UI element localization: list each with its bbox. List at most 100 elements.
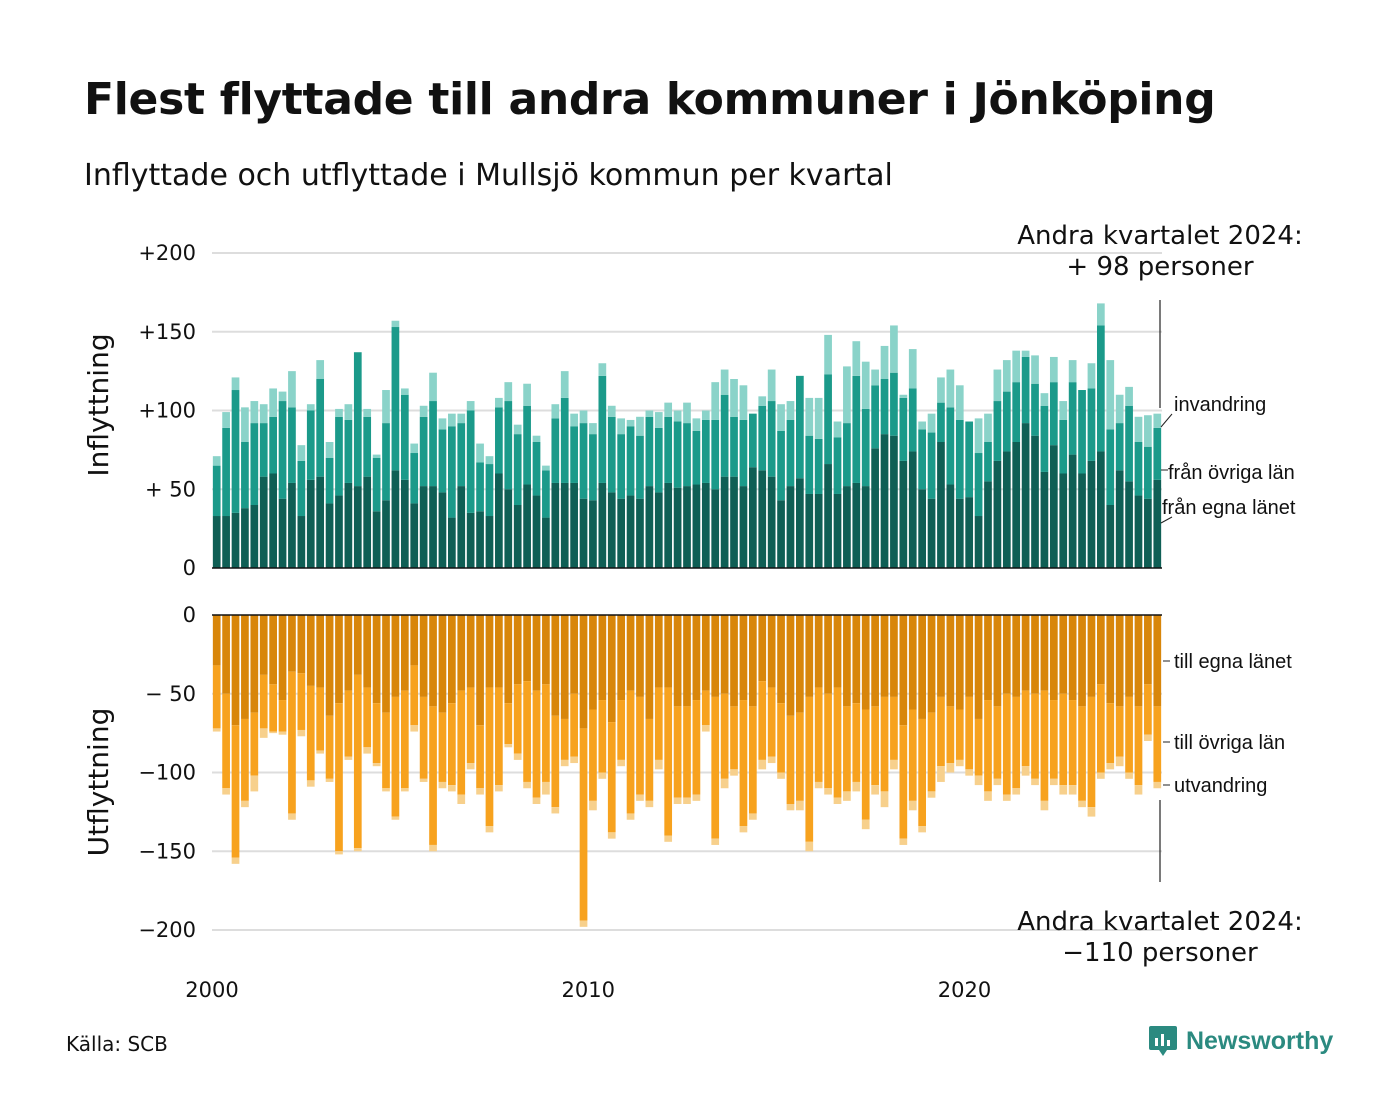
bar-out-2: [626, 813, 635, 820]
bar-in-0: [1125, 481, 1133, 569]
x-tick-label: 2010: [562, 978, 615, 1002]
bar-out-2: [400, 788, 409, 792]
bar-in-1: [325, 457, 334, 504]
bar-in-2: [654, 412, 663, 428]
bar-out-0: [269, 615, 277, 685]
bar-in-1: [513, 434, 522, 506]
bar-in-2: [701, 410, 710, 420]
bar-in-0: [269, 473, 277, 568]
bars-utflyttning: [212, 615, 1162, 927]
bar-out-2: [476, 788, 484, 795]
bar-out-2: [297, 729, 306, 737]
bar-in-0: [278, 498, 287, 568]
bar-in-1: [598, 375, 607, 483]
bar-out-0: [955, 615, 964, 710]
bar-out-1: [513, 684, 522, 754]
bar-in-1: [890, 372, 898, 436]
bar-out-2: [410, 725, 419, 732]
bar-out-1: [570, 693, 578, 757]
bar-out-0: [495, 615, 503, 688]
bar-in-0: [504, 489, 513, 568]
bar-out-2: [711, 838, 720, 845]
bar-in-0: [419, 486, 428, 568]
bar-out-2: [1106, 763, 1115, 770]
bar-out-0: [843, 615, 851, 707]
bar-in-2: [720, 369, 729, 395]
bar-out-0: [692, 615, 701, 701]
bar-out-2: [1068, 785, 1077, 795]
bar-in-2: [579, 410, 588, 424]
bar-in-0: [918, 489, 926, 568]
bar-in-2: [325, 442, 334, 458]
bar-out-0: [654, 615, 663, 688]
bar-in-0: [335, 495, 343, 568]
bar-in-1: [212, 465, 221, 517]
bar-out-2: [701, 725, 710, 732]
bar-in-2: [241, 407, 249, 442]
bar-out-0: [570, 615, 578, 694]
bar-out-0: [1115, 615, 1124, 707]
bar-out-2: [965, 769, 974, 776]
bar-out-1: [1002, 693, 1011, 795]
y-tick-label: −150: [138, 839, 196, 863]
bar-in-2: [523, 383, 531, 406]
bar-in-0: [495, 473, 503, 568]
bar-in-2: [1068, 360, 1077, 383]
bar-in-0: [1002, 451, 1011, 568]
bar-in-1: [871, 385, 879, 449]
bar-out-2: [288, 813, 296, 820]
bar-out-0: [429, 615, 437, 707]
bar-out-1: [767, 687, 776, 757]
bar-in-1: [382, 423, 390, 501]
bar-in-2: [457, 413, 466, 424]
bar-in-0: [589, 500, 597, 568]
bar-out-1: [532, 690, 541, 798]
bar-in-1: [476, 462, 484, 512]
bar-in-2: [560, 371, 569, 398]
bar-out-1: [843, 706, 851, 792]
bar-out-0: [777, 615, 785, 704]
bar-in-1: [495, 407, 503, 474]
bar-out-0: [1002, 615, 1011, 694]
bar-out-1: [824, 693, 832, 789]
bar-out-1: [984, 700, 992, 792]
bar-out-2: [1078, 800, 1086, 808]
bar-in-0: [438, 492, 447, 568]
bar-out-1: [438, 712, 447, 782]
bar-out-1: [259, 674, 268, 729]
bar-out-1: [297, 673, 306, 730]
bar-in-2: [589, 423, 597, 435]
bar-out-0: [419, 615, 428, 697]
bar-in-1: [880, 379, 889, 435]
bar-out-2: [344, 756, 353, 760]
bar-out-1: [1031, 693, 1039, 779]
bar-out-2: [636, 794, 644, 801]
bar-in-0: [532, 495, 541, 568]
bar-out-0: [532, 615, 541, 691]
bar-out-1: [382, 712, 390, 789]
bar-in-0: [231, 512, 240, 569]
bar-out-2: [485, 826, 494, 833]
bar-out-2: [927, 791, 936, 798]
bar-out-2: [664, 835, 673, 842]
bar-in-1: [617, 434, 626, 499]
bar-out-2: [1087, 807, 1096, 817]
bar-out-2: [833, 797, 842, 804]
bar-in-2: [570, 413, 578, 427]
bar-out-1: [1087, 696, 1096, 808]
bar-out-0: [589, 615, 597, 710]
bar-out-1: [617, 700, 626, 760]
bar-in-1: [805, 435, 814, 494]
bar-in-1: [306, 410, 315, 480]
bar-out-1: [701, 690, 710, 726]
annotation-top-line2: + 98 personer: [1066, 252, 1254, 282]
bar-out-2: [551, 807, 560, 814]
bar-out-0: [899, 615, 908, 726]
bar-in-1: [730, 416, 738, 477]
bar-in-1: [937, 402, 945, 443]
bar-in-0: [607, 492, 616, 568]
bar-in-2: [429, 372, 437, 402]
bar-out-0: [946, 615, 955, 707]
annotation-bottom-line2: −110 personer: [1062, 938, 1258, 968]
bar-out-2: [861, 819, 870, 830]
